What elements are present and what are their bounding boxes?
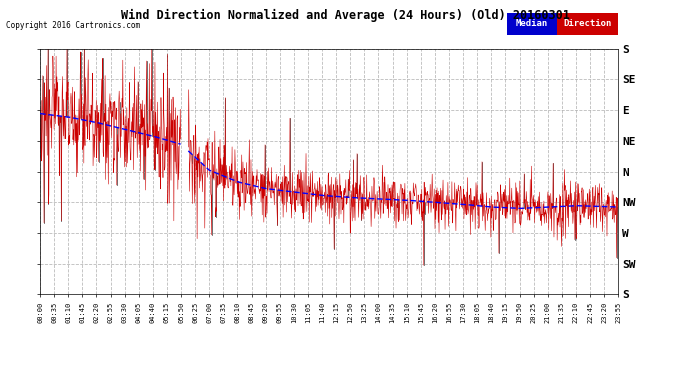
Text: Median: Median: [516, 19, 548, 28]
Text: Direction: Direction: [563, 19, 611, 28]
Text: Copyright 2016 Cartronics.com: Copyright 2016 Cartronics.com: [6, 21, 139, 30]
Text: Wind Direction Normalized and Average (24 Hours) (Old) 20160301: Wind Direction Normalized and Average (2…: [121, 9, 569, 22]
